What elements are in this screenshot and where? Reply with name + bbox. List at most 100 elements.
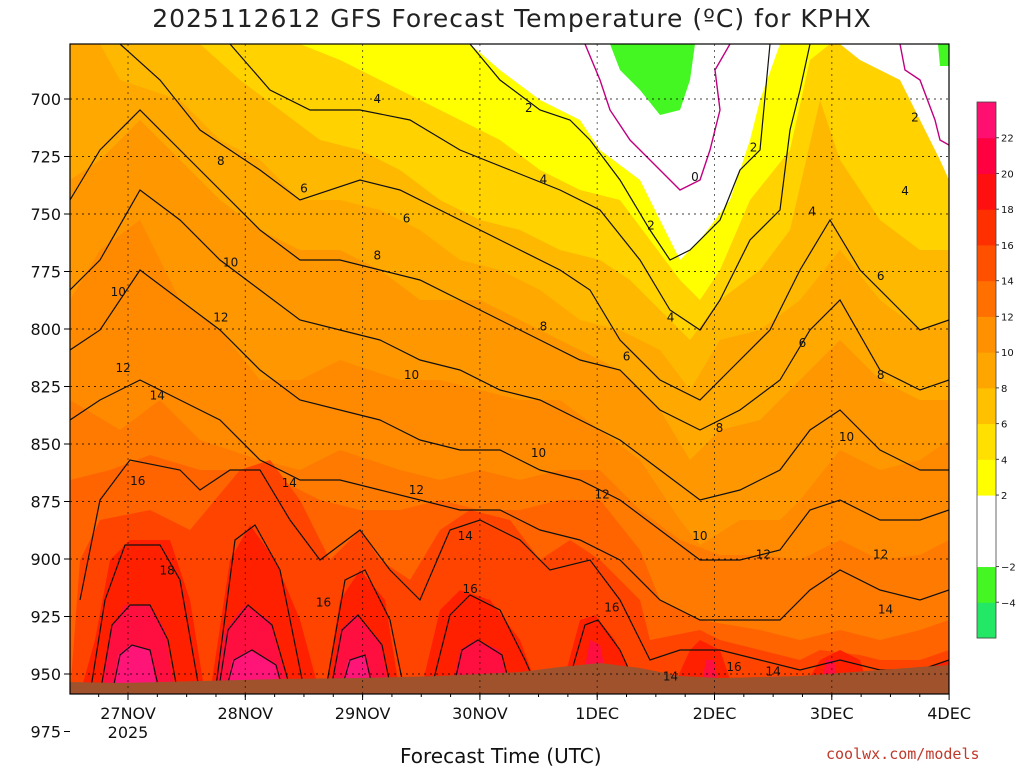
band-tr-green [938,44,949,66]
x-tick-year-label: 2025 [108,723,149,742]
y-tick-label: 900 [30,550,61,569]
y-tick-label: 750 [30,205,61,224]
contour-label: 4 [540,173,548,187]
contour-label: 14 [663,669,678,683]
y-tick-label: 850 [30,435,61,454]
contour-label: 18 [159,564,174,578]
y-tick-label: 950 [30,665,61,684]
contour-label: 10 [692,529,707,543]
contour-label: 16 [316,596,331,610]
contour-8 [70,109,949,431]
contour-label: 16 [462,582,477,596]
contour-label: 10 [111,285,126,299]
contour-label: 12 [409,483,424,497]
contour-label: 6 [799,336,807,350]
contour-label: 12 [594,488,609,502]
credit-text: coolwx.com/models [826,745,980,763]
contour-label: 4 [901,184,909,198]
x-tick-label: 28NOV [218,704,274,723]
x-axis-title: Forecast Time (UTC) [400,744,602,768]
colorbar-label: 2 [1001,491,1007,502]
y-tick-label: 800 [30,320,61,339]
colorbar-label: −2 [1001,563,1016,574]
contour-label: 2 [750,140,758,154]
colorbar-label: 10 [1001,348,1014,359]
colorbar-swatch [977,530,996,568]
contour-label: 6 [403,212,411,226]
x-tick-label: 1DEC [575,704,619,723]
band-22-24 [112,645,372,694]
contour-label: 12 [873,547,888,561]
colorbar: −4 −2 2 4 6 8 10 12 14 16 18 20 22 [976,101,1016,639]
colorbar-frame [976,101,997,639]
colorbar-swatch [977,387,996,425]
contour-label: 6 [300,182,308,196]
plot-field [70,44,949,694]
contour-label: 2 [525,101,533,115]
colorbar-swatch [977,495,996,532]
y-tick-label: 925 [30,608,61,627]
colorbar-label: 4 [1001,455,1007,466]
colorbar-swatch [977,173,996,210]
x-tick-label: 3DEC [810,704,854,723]
contour-label: 14 [150,389,165,403]
colorbar-swatch [977,423,996,460]
contour-label: 14 [878,603,893,617]
contour-10 [70,189,949,501]
contour-label: 4 [373,92,381,106]
x-tick-label: 27NOV [100,704,156,723]
y-tick-label: 775 [30,263,61,282]
x-tick-label: 4DEC [927,704,971,723]
band-tr-white [840,44,949,180]
contour-label: 0 [691,170,699,184]
contour-label: 8 [217,154,225,168]
colorbar-swatch [977,280,996,317]
colorbar-label: 20 [1001,169,1014,180]
colorbar-swatch [977,102,996,139]
colorbar-swatch [977,602,996,639]
contour-label: 14 [282,476,297,490]
colorbar-label: 14 [1001,277,1014,288]
contour-label: 2 [647,219,655,233]
y-tick-label: 700 [30,90,61,109]
contour-label: 12 [213,311,228,325]
contour-label: 14 [766,665,781,679]
contour-label: 4 [667,311,675,325]
x-tick-label: 29NOV [335,704,391,723]
colorbar-label: 6 [1001,420,1007,431]
y-tick-label: 875 [30,493,61,512]
contour-6 [119,44,949,401]
contour-label: 4 [808,205,816,219]
contour-label: 10 [404,368,419,382]
contour-0 [584,44,731,191]
contour-label: 12 [756,547,771,561]
contour-0-right [899,44,949,146]
colorbar-label: 18 [1001,205,1014,216]
colorbar-label: −4 [1001,598,1016,609]
contour-label: 16 [130,474,145,488]
colorbar-swatch [977,137,996,174]
band-0-2 [470,44,780,260]
colorbar-label: 16 [1001,241,1014,252]
colorbar-swatch [977,316,996,353]
band-neg4-neg2 [610,44,695,115]
colorbar-swatch [977,209,996,246]
contour-label: 6 [877,269,885,283]
contour-label: 10 [531,446,546,460]
colorbar-swatch [977,566,996,603]
grid-lines [70,44,949,694]
contour-label: 14 [458,529,473,543]
contour-label: 12 [115,361,130,375]
contour-labels: 2 4 6 8 10 10 12 12 14 16 18 14 16 6 8 10 12 14 16 4 8 10 12 16… [111,92,919,683]
contour-label: 10 [223,255,238,269]
colorbar-swatch [977,459,996,496]
band-20-22 [100,605,840,694]
colorbar-label: 8 [1001,384,1007,395]
contour-label: 2 [911,110,919,124]
colorbar-label: 12 [1001,312,1014,323]
contour-label: 10 [839,430,854,444]
contour-14 [70,379,949,621]
contour-label: 16 [604,600,619,614]
